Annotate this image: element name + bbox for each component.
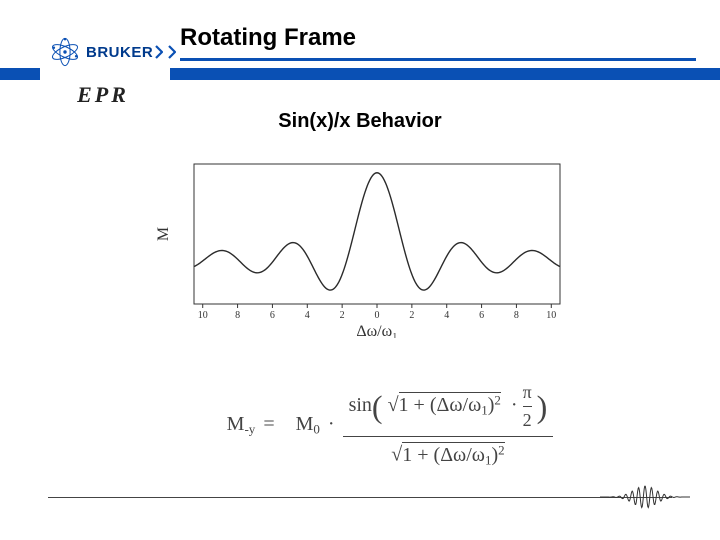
eq-sqrt1-arg: 1 + (Δω/ω1)2 — [399, 392, 501, 416]
eq-denominator: √1 + (Δω/ω1)2 — [385, 440, 510, 470]
paren-close: ) — [537, 389, 548, 425]
eq-num-sin: sin — [349, 394, 372, 416]
svg-text:6: 6 — [479, 310, 484, 321]
svg-text:6: 6 — [270, 310, 275, 321]
eq-m0: M0 — [296, 413, 320, 437]
svg-text:M: M — [155, 227, 172, 241]
bruker-logo: BRUKER — [48, 32, 158, 72]
eq-pi-over-2: π 2 — [523, 382, 532, 431]
eq-lhs: M-y — [227, 413, 256, 437]
eq-pi: π — [523, 382, 532, 403]
svg-text:2: 2 — [340, 310, 345, 321]
footer-rule — [48, 497, 672, 498]
sinc-chart-svg: 10 8 6 4 2 0 2 4 6 8 10 Δω/ω₁ M — [150, 158, 570, 338]
eq-fraction: sin( √1 + (Δω/ω1)2 · π 2 ) √1 + (Δω/ω1)2 — [343, 380, 554, 470]
svg-text:10: 10 — [546, 310, 556, 321]
svg-text:Δω/ω₁: Δω/ω₁ — [356, 323, 397, 338]
eq-numerator: sin( √1 + (Δω/ω1)2 · π 2 ) — [343, 380, 554, 433]
sinc-chart: 10 8 6 4 2 0 2 4 6 8 10 Δω/ω₁ M — [150, 158, 570, 338]
svg-text:0: 0 — [375, 310, 380, 321]
paren-open: ( — [372, 389, 383, 425]
svg-text:8: 8 — [514, 310, 519, 321]
svg-text:2: 2 — [409, 310, 414, 321]
svg-text:4: 4 — [444, 310, 449, 321]
atom-icon — [48, 35, 82, 69]
eq-fracline — [343, 436, 554, 437]
svg-text:8: 8 — [235, 310, 240, 321]
slide-root: BRUKER EPR Rotating Frame Sin(x)/x Behav… — [0, 0, 720, 540]
eq-2: 2 — [523, 410, 532, 431]
eq-dot1: · — [328, 413, 335, 436]
brand-chevrons — [155, 45, 180, 59]
eq-sqrt2: √ — [391, 444, 402, 466]
title-underline — [180, 58, 696, 61]
eq-pi-line — [523, 406, 532, 407]
equation: M-y = M0 · sin( √1 + (Δω/ω1)2 · π 2 ) — [130, 380, 650, 470]
fid-icon — [600, 484, 690, 510]
page-title: Rotating Frame — [180, 24, 356, 52]
eq-dot2: · — [511, 394, 518, 416]
svg-text:4: 4 — [305, 310, 310, 321]
epr-logo: EPR — [48, 82, 158, 108]
section-title: Sin(x)/x Behavior — [0, 110, 720, 133]
chevron-icon — [168, 45, 176, 59]
eq-sqrt2-arg: 1 + (Δω/ω1)2 — [402, 442, 504, 466]
logo-block: BRUKER EPR — [48, 32, 158, 108]
eq-eqsign: = — [263, 413, 274, 436]
svg-text:10: 10 — [198, 310, 208, 321]
chevron-icon — [155, 45, 163, 59]
eq-sqrt1: √ — [388, 394, 399, 416]
brand-text: BRUKER — [86, 44, 153, 61]
